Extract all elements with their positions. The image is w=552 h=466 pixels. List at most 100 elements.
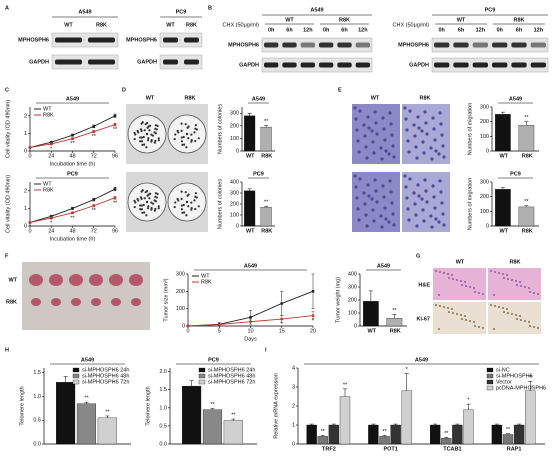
significance: ** (528, 375, 533, 381)
legend-label: si-MPHOSPH6 48h (208, 373, 255, 379)
cell (363, 202, 367, 206)
colony (176, 129, 179, 133)
y-tick-label: 100 (480, 209, 489, 215)
cell (437, 220, 441, 224)
y-tick-label: 2 (24, 188, 27, 194)
image-label: WT (371, 95, 380, 101)
y-tick-label: 0 (486, 223, 489, 229)
cell (442, 155, 446, 159)
cell (375, 132, 379, 136)
time-label: 0h (438, 27, 445, 33)
cell (405, 196, 409, 200)
cell (381, 116, 385, 120)
x-tick-label: 72 (91, 228, 97, 234)
nucleus (461, 284, 463, 286)
panel-label: F (5, 253, 9, 259)
bar (328, 424, 340, 445)
colony (140, 208, 144, 211)
time-label: 0h (268, 27, 275, 33)
time-label: 12h (534, 27, 544, 33)
cell (365, 156, 369, 160)
y-tick-label: 0 (236, 148, 239, 154)
nucleus (452, 312, 454, 314)
colony (195, 196, 198, 199)
chart-title: A549 (415, 357, 428, 363)
cell (437, 152, 441, 156)
cell (434, 149, 438, 153)
band (55, 59, 82, 65)
colony (141, 143, 144, 146)
cell (389, 122, 393, 126)
colony (155, 128, 158, 131)
nucleus (507, 278, 509, 280)
bar (463, 409, 474, 445)
legend-swatch (486, 385, 494, 391)
band (434, 42, 450, 48)
legend-label: si-MPHOSPH6 48h (82, 373, 129, 379)
row-label: MPHOSPH6 (126, 37, 157, 43)
colony (133, 199, 136, 202)
colony (148, 197, 151, 200)
row-label: MPHOSPH6 (228, 42, 259, 48)
micrograph (488, 302, 541, 334)
colony (148, 129, 151, 132)
colony (143, 129, 146, 132)
x-tick-label: POT1 (383, 446, 397, 452)
colony (176, 197, 179, 201)
cell (425, 200, 429, 204)
colony (182, 203, 185, 207)
significance: ** (343, 382, 348, 388)
point (186, 324, 190, 328)
colony (142, 203, 145, 207)
colony (133, 131, 136, 134)
colony (145, 132, 149, 136)
chart-title: A549 (81, 357, 94, 363)
colony (154, 132, 157, 135)
x-tick-label: RAP1 (507, 446, 522, 452)
micrograph (433, 268, 486, 300)
colony (174, 201, 177, 204)
row-label: MPHOSPH6 (18, 37, 49, 43)
y-tick-label: 300 (348, 284, 357, 290)
cell (422, 219, 426, 223)
cell (404, 185, 408, 189)
point (311, 314, 315, 317)
colony (180, 129, 183, 132)
colony (145, 122, 149, 125)
colony (185, 132, 189, 136)
y-tick-label: 0 (24, 223, 27, 229)
legend-label: WT (43, 106, 52, 112)
cell (412, 191, 416, 195)
panel-label: B (208, 5, 212, 11)
legend-swatch (486, 373, 494, 379)
y-tick-label: 200 (480, 119, 489, 125)
error-bar (392, 314, 397, 319)
x-axis-label: Days (244, 336, 257, 342)
point (71, 137, 74, 141)
cell (421, 140, 425, 144)
colony (140, 204, 143, 207)
colony (157, 205, 160, 208)
cell (383, 206, 387, 210)
band (319, 62, 334, 68)
cell (430, 157, 434, 161)
band (319, 42, 334, 48)
cell (415, 156, 419, 160)
point (249, 315, 252, 319)
panel-label: E (338, 87, 342, 93)
point (28, 146, 32, 149)
nucleus (519, 315, 521, 317)
legend-swatch (198, 367, 206, 373)
error-bar (404, 373, 409, 391)
nucleus (528, 287, 530, 289)
cell (381, 184, 385, 188)
significance: ** (321, 429, 326, 435)
nucleus (516, 284, 518, 286)
colony (143, 197, 146, 200)
nucleus (474, 291, 476, 293)
error-bar (494, 423, 499, 425)
x-tick-label: 48 (69, 153, 75, 159)
point (92, 124, 96, 128)
colony (150, 140, 153, 143)
error-bar (105, 415, 110, 418)
